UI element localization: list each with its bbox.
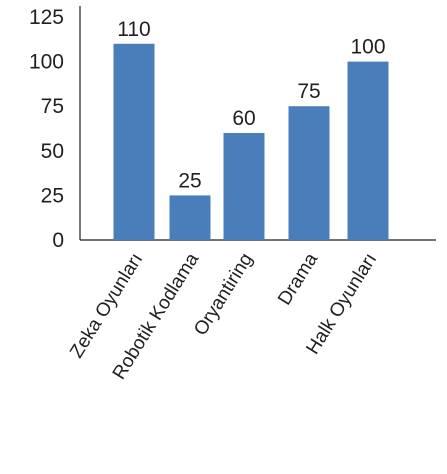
data-label: 60 xyxy=(232,107,255,130)
data-labels: 110 25 60 75 100 xyxy=(117,18,385,193)
bar xyxy=(169,195,211,240)
bar xyxy=(288,106,330,240)
data-label: 110 xyxy=(117,18,150,41)
y-tick-label: 25 xyxy=(41,184,64,207)
data-label: 25 xyxy=(178,169,201,192)
data-label: 75 xyxy=(297,80,320,103)
data-label: 100 xyxy=(350,36,385,59)
bars xyxy=(113,43,389,241)
y-tick-label: 100 xyxy=(29,51,64,74)
y-tick-label: 75 xyxy=(41,95,64,118)
y-tick-label: 125 xyxy=(29,6,64,29)
bar xyxy=(113,43,155,241)
bar xyxy=(223,132,265,240)
y-axis-ticks: 0 25 50 75 100 125 xyxy=(29,6,64,252)
y-tick-label: 0 xyxy=(52,229,64,252)
y-tick-label: 50 xyxy=(41,140,64,163)
bar xyxy=(347,61,389,240)
x-tick-label: Drama xyxy=(274,249,322,309)
